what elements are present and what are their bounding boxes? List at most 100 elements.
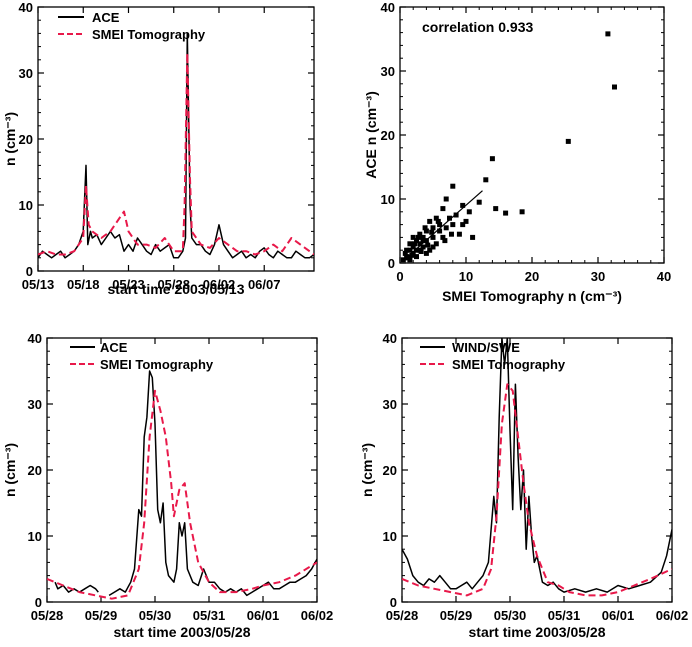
scatter-point: [410, 234, 416, 240]
y-tick-labels: 0 10 20 30 40: [383, 331, 397, 610]
x-tick-label: 05/31: [193, 608, 226, 623]
scatter-point: [456, 231, 462, 237]
scatter-point: [407, 247, 413, 253]
scatter-point: [489, 156, 495, 162]
scatter-point: [440, 234, 446, 240]
scatter-point: [417, 231, 423, 237]
x-tick-label: 05/31: [548, 608, 581, 623]
x-tick-label: 06/01: [247, 608, 280, 623]
y-tick-label: 20: [19, 132, 33, 147]
x-tick-label: 05/30: [494, 608, 527, 623]
scatter-point: [420, 238, 426, 244]
y-tick-label: 40: [19, 0, 33, 15]
scatter-point: [414, 254, 419, 260]
panel-top-right: 0 10 20 30 40 0 10 20 30 40 correlation 0.933 SM…: [363, 0, 671, 304]
scatter-point: [450, 222, 456, 228]
y-tick-label: 10: [381, 192, 395, 207]
x-tick-labels: 05/13 05/18 05/23 05/28 06/02 06/07: [22, 277, 281, 292]
scatter-point: [429, 229, 435, 235]
scatter-point: [612, 84, 617, 90]
x-tick-label: 05/28: [386, 608, 419, 623]
x-axis-title: start time 2003/05/13: [108, 281, 245, 297]
x-tick-label: 06/02: [301, 608, 334, 623]
scatter-point: [414, 247, 419, 253]
x-tick-label: 20: [525, 269, 539, 284]
scatter-point: [420, 244, 426, 250]
scatter-point: [417, 247, 423, 253]
legend: ACE SMEI Tomography: [70, 340, 214, 372]
scatter-point: [470, 234, 476, 240]
plot-frame: [37, 6, 315, 272]
series-line-smei-tomography: [47, 389, 317, 600]
scatter-point: [407, 241, 413, 247]
axis-ticks: [37, 6, 314, 272]
x-tick-label: 05/30: [139, 608, 172, 623]
legend-label-wind: WIND/SWE: [452, 340, 520, 355]
scatter-point: [412, 241, 418, 247]
axis-ticks: [401, 337, 673, 603]
scatter-point: [448, 231, 454, 237]
legend: ACE SMEI Tomography: [58, 10, 206, 42]
y-tick-label: 30: [383, 397, 397, 412]
x-tick-label: 05/29: [440, 608, 473, 623]
legend: WIND/SWE SMEI Tomography: [420, 340, 566, 372]
y-tick-label: 10: [28, 529, 42, 544]
scatter-point: [423, 250, 429, 256]
scatter-point: [423, 228, 429, 234]
scatter-point: [407, 257, 413, 263]
y-tick-label: 10: [383, 529, 397, 544]
y-tick-label: 30: [28, 397, 42, 412]
x-tick-label: 40: [657, 269, 671, 284]
x-tick-label: 05/13: [22, 277, 55, 292]
scatter-point: [503, 210, 509, 216]
series-line-smei-tomography: [402, 383, 672, 597]
series-line-wind-swe: [402, 338, 672, 593]
y-axis-title: ACE n (cm⁻³): [363, 91, 379, 179]
scatter-point: [437, 228, 443, 234]
panel-bottom-right: 0 10 20 30 40 05/28 05/29 05/30 05/31 06/01 06/02…: [359, 331, 688, 640]
y-tick-label: 0: [390, 595, 397, 610]
y-tick-label: 10: [19, 198, 33, 213]
scatter-point: [420, 234, 426, 240]
x-axis-title: start time 2003/05/28: [469, 624, 606, 640]
scatter-point: [427, 218, 433, 224]
x-tick-label: 06/01: [602, 608, 635, 623]
scatter-point: [483, 177, 489, 183]
scatter-point: [430, 234, 436, 240]
scatter-point: [443, 225, 449, 231]
scatter-point: [565, 138, 571, 144]
scatter-point: [519, 209, 525, 215]
scatter-point: [409, 252, 415, 258]
series-layer: [402, 338, 672, 597]
plot-frame: [401, 337, 673, 603]
y-tick-label: 20: [28, 463, 42, 478]
series-line-smei-tomography: [38, 52, 314, 256]
y-tick-labels: 0 10 20 30 40: [28, 331, 42, 610]
scatter-point: [466, 209, 472, 215]
scatter-point: [605, 31, 611, 37]
plot-frame: [46, 337, 318, 603]
legend-label-ace: ACE: [92, 10, 120, 25]
y-tick-label: 0: [35, 595, 42, 610]
scatter-point: [404, 247, 410, 253]
x-tick-labels: 05/28 05/29 05/30 05/31 06/01 06/02: [31, 608, 334, 623]
x-axis-title: start time 2003/05/28: [114, 624, 251, 640]
scatter-point: [402, 250, 408, 256]
x-tick-label: 10: [459, 269, 473, 284]
scatter-layer: [400, 31, 617, 263]
series-layer: [38, 32, 314, 259]
scatter-point: [415, 234, 421, 240]
scatter-point: [476, 199, 482, 205]
scatter-point: [430, 225, 436, 231]
scatter-point: [433, 241, 439, 247]
y-axis-title: n (cm⁻³): [2, 443, 18, 497]
legend-label-smei: SMEI Tomography: [452, 357, 566, 372]
x-tick-label: 05/28: [31, 608, 64, 623]
scatter-point: [460, 202, 466, 208]
x-tick-label: 05/29: [85, 608, 118, 623]
legend-label-smei: SMEI Tomography: [92, 27, 206, 42]
axis-ticks: [399, 6, 665, 264]
x-tick-labels: 0 10 20 30 40: [396, 269, 671, 284]
x-tick-label: 05/18: [67, 277, 100, 292]
